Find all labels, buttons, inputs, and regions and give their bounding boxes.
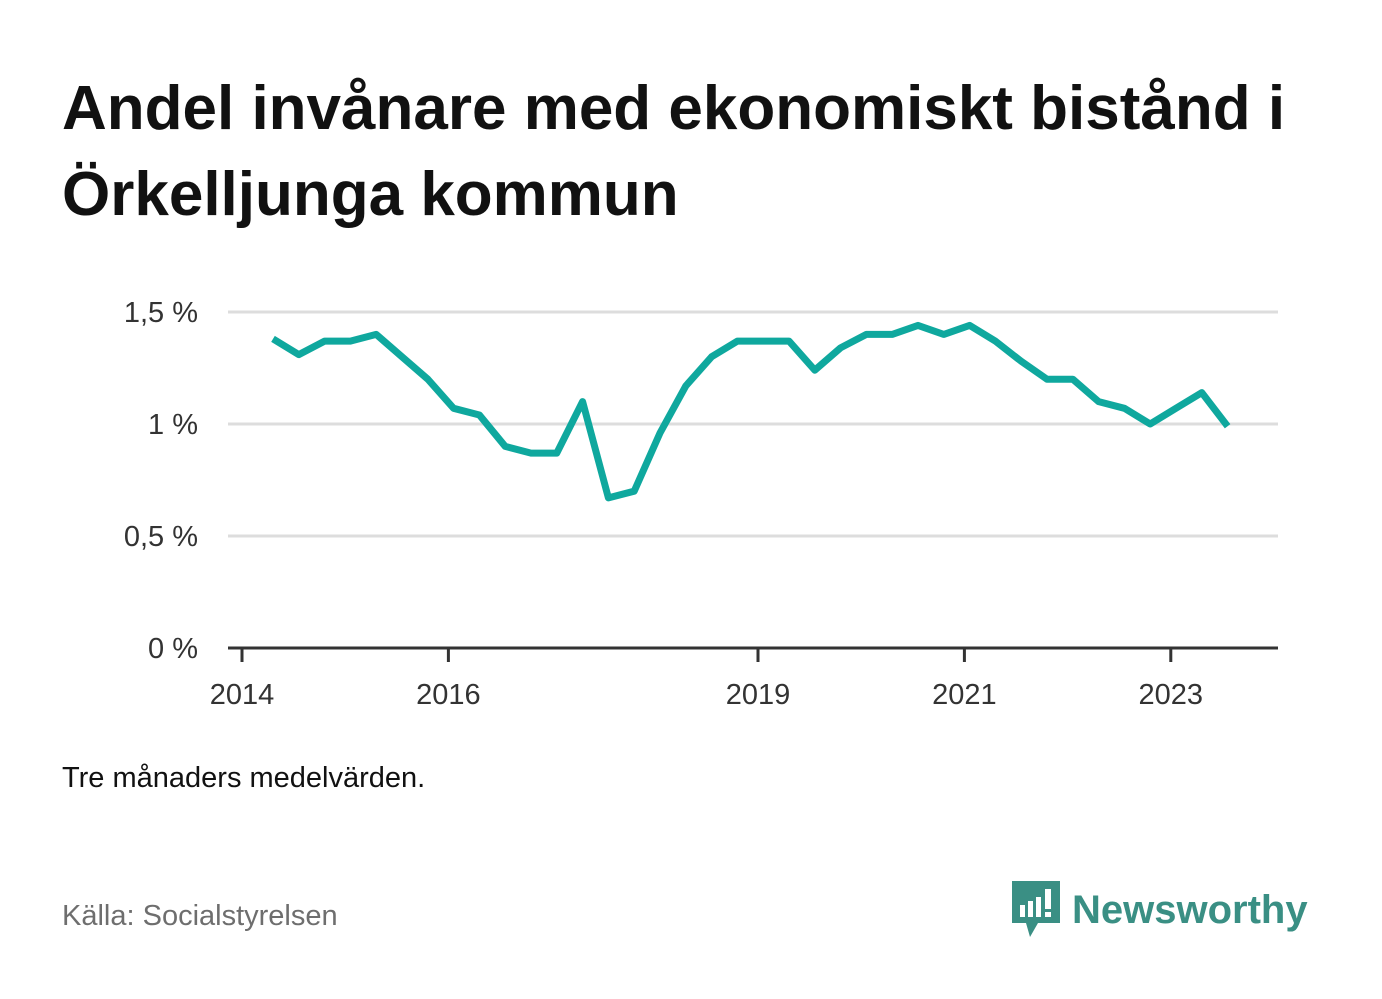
chart-title: Andel invånare med ekonomiskt bistånd i … — [62, 74, 1286, 229]
source-label: Källa: Socialstyrelsen — [62, 900, 338, 932]
x-tick-label: 2016 — [416, 679, 481, 711]
series-group — [271, 321, 1231, 502]
y-axis-ticks: 0 % 0,5 % 1 % 1,5 % — [124, 297, 198, 665]
grid-lines — [228, 310, 1278, 538]
y-tick-label: 0,5 % — [124, 521, 198, 553]
line-chart: 0 % 0,5 % 1 % 1,5 % 2014 2016 2019 2021 2023 — [124, 297, 1278, 711]
y-tick-label: 1,5 % — [124, 297, 198, 329]
x-tick-label: 2014 — [210, 679, 275, 711]
chart-note: Tre månaders medelvärden. — [62, 762, 426, 794]
brand-logo: Newsworthy — [1012, 880, 1308, 940]
x-tick-label: 2023 — [1139, 679, 1204, 711]
y-tick-label: 1 % — [148, 409, 198, 441]
newsworthy-logo-icon — [1012, 881, 1060, 937]
y-tick-label: 0 % — [148, 633, 198, 665]
x-tick-label: 2021 — [932, 679, 997, 711]
series-line — [271, 321, 1231, 502]
brand-name: Newsworthy — [1072, 887, 1308, 932]
x-tick-label: 2019 — [726, 679, 791, 711]
x-axis: 2014 2016 2019 2021 2023 — [210, 646, 1278, 711]
